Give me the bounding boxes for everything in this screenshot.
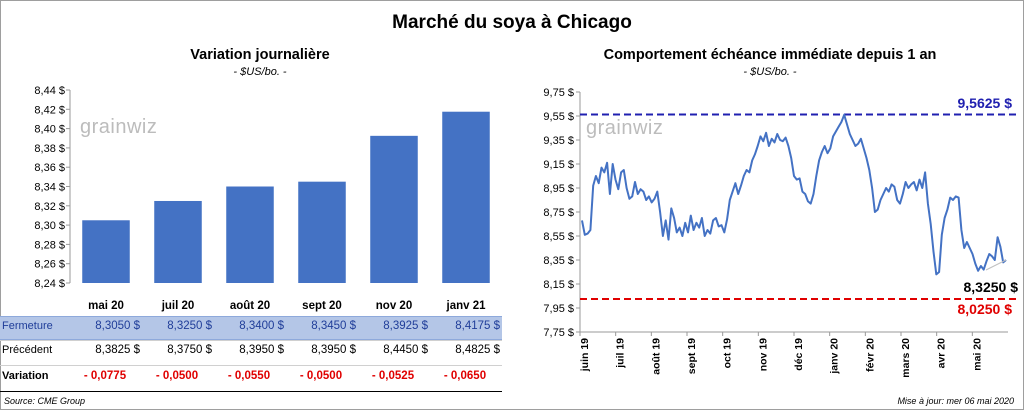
right-y-tick-label: 8,75 $ [543, 207, 574, 219]
left-y-tick-label: 8,40 $ [34, 124, 65, 136]
left-y-axis: 8,24 $ 8,26 $ 8,28 $ 8,30 $ 8,32 $ 8,34 $ 8,36… [34, 85, 71, 290]
row-divider [0, 365, 502, 366]
left-y-tick-label: 8,24 $ [34, 278, 65, 290]
update-note: Mise à jour: mer 06 mai 2020 [897, 396, 1014, 406]
right-x-tick-label: avr 20 [936, 338, 948, 369]
category-label: mai 20 [88, 300, 124, 312]
right-x-tick-label: nov 19 [757, 338, 769, 371]
table-bottom-border [0, 391, 502, 392]
right-x-tick-label: mars 20 [900, 338, 912, 378]
right-line-chart: 7,75 $ 7,95 $ 8,15 $ 8,35 $ 8,55 $ 8,75 $ 8,95… [543, 87, 1016, 378]
max-reference-label: 9,5625 $ [957, 94, 1013, 111]
left-y-tick-label: 8,38 $ [34, 143, 65, 155]
right-y-axis: 7,75 $ 7,95 $ 8,15 $ 8,35 $ 8,55 $ 8,75 $ 8,95… [543, 87, 581, 339]
last-value-pointer [985, 259, 1007, 271]
closing-row-highlight [0, 316, 502, 340]
left-y-tick-label: 8,26 $ [34, 259, 65, 271]
right-y-tick-label: 9,75 $ [543, 87, 574, 99]
right-x-axis: juin 19 juil 19 août 19 sept 19 oct 19 nov 19… [579, 331, 1008, 378]
table-cell: 8,3450 $ [311, 320, 356, 332]
min-reference-label: 8,0250 $ [957, 301, 1013, 317]
bar-sept-20 [298, 181, 346, 283]
table-cell: - 0,0550 [227, 370, 271, 382]
table-cell: 8,3750 $ [167, 344, 212, 356]
page-title: Marché du soya à Chicago [392, 12, 632, 33]
right-x-tick-label: août 19 [650, 338, 662, 375]
right-y-tick-label: 8,55 $ [543, 231, 574, 243]
grainwiz-watermark-left: grainwiz [80, 116, 158, 138]
price-line [581, 113, 1007, 276]
category-label: août 20 [229, 300, 271, 312]
last-value-label: 8,3250 $ [963, 279, 1019, 295]
left-y-tick-label: 8,36 $ [34, 162, 65, 174]
table-cell: 8,4825 $ [455, 344, 500, 356]
right-y-tick-label: 8,15 $ [543, 279, 574, 291]
left-y-tick-label: 8,32 $ [34, 201, 65, 213]
left-bars [82, 111, 490, 284]
grainwiz-watermark-right: grainwiz [586, 117, 664, 139]
left-y-tick-label: 8,34 $ [34, 182, 65, 194]
right-y-tick-label: 7,75 $ [543, 327, 574, 339]
right-y-tick-label: 8,35 $ [543, 255, 574, 267]
right-y-tick-label: 8,95 $ [543, 183, 574, 195]
right-series [580, 113, 1016, 300]
right-y-tick-label: 7,95 $ [543, 303, 574, 315]
category-label: nov 20 [375, 300, 413, 312]
bar-août-20 [226, 186, 274, 283]
category-label: juil 20 [161, 300, 195, 312]
table-cell: 8,4450 $ [383, 344, 428, 356]
right-chart-unit: - $US/bo. - [743, 66, 797, 78]
bar-janv-21 [442, 111, 490, 284]
table-row-label: Fermeture [2, 320, 53, 332]
category-label: sept 20 [302, 300, 342, 312]
right-chart-subtitle: Comportement échéance immédiate depuis 1… [603, 47, 937, 63]
table-cell: - 0,0650 [443, 370, 487, 382]
quotes-table: Fermeture 8,3050 $ 8,3250 $ 8,3400 $ 8,3450 … [0, 316, 510, 396]
left-chart-unit: - $US/bo. - [233, 66, 287, 78]
left-y-tick-label: 8,30 $ [34, 220, 65, 232]
table-cell: - 0,0775 [83, 370, 127, 382]
table-cell: - 0,0500 [299, 370, 343, 382]
left-chart-subtitle: Variation journalière [190, 47, 330, 63]
left-bar-chart: 8,24 $ 8,26 $ 8,28 $ 8,30 $ 8,32 $ 8,34 $ 8,36… [34, 85, 490, 290]
right-x-tick-label: juil 19 [615, 338, 627, 369]
table-cell: 8,3050 $ [95, 320, 140, 332]
table-cell: - 0,0500 [155, 370, 199, 382]
source-note: Source: CME Group [4, 396, 86, 406]
right-x-tick-label: mai 20 [971, 338, 983, 371]
table-cell: 8,3950 $ [311, 344, 356, 356]
right-y-tick-label: 9,35 $ [543, 135, 574, 147]
right-x-tick-label: oct 19 [722, 338, 734, 369]
row-divider [0, 340, 502, 341]
table-cell: 8,3400 $ [239, 320, 284, 332]
bar-juil-20 [154, 200, 202, 283]
table-cell: 8,3825 $ [95, 344, 140, 356]
table-cell: 8,3250 $ [167, 320, 212, 332]
category-labels-row: mai 20 juil 20 août 20 sept 20 nov 20 janv 21 [0, 298, 510, 316]
table-cell: 8,3950 $ [239, 344, 284, 356]
bar-mai-20 [82, 220, 130, 283]
left-y-tick-label: 8,44 $ [34, 85, 65, 97]
right-x-tick-label: févr 20 [864, 338, 876, 372]
left-y-tick-label: 8,42 $ [34, 104, 65, 116]
right-y-tick-label: 9,15 $ [543, 159, 574, 171]
table-cell: 8,3925 $ [383, 320, 428, 332]
table-cell: - 0,0525 [371, 370, 415, 382]
table-cell: 8,4175 $ [455, 320, 500, 332]
right-x-tick-label: juin 19 [579, 338, 591, 372]
right-x-tick-label: sept 19 [686, 338, 698, 374]
table-row-label: Variation [2, 370, 49, 382]
left-y-tick-label: 8,28 $ [34, 239, 65, 251]
right-x-tick-label: déc 19 [793, 338, 805, 371]
right-x-tick-label: janv 20 [829, 338, 841, 375]
bar-nov-20 [370, 135, 418, 283]
right-y-tick-label: 9,55 $ [543, 111, 574, 123]
category-label: janv 21 [446, 300, 486, 312]
table-row-label: Précédent [2, 344, 53, 356]
